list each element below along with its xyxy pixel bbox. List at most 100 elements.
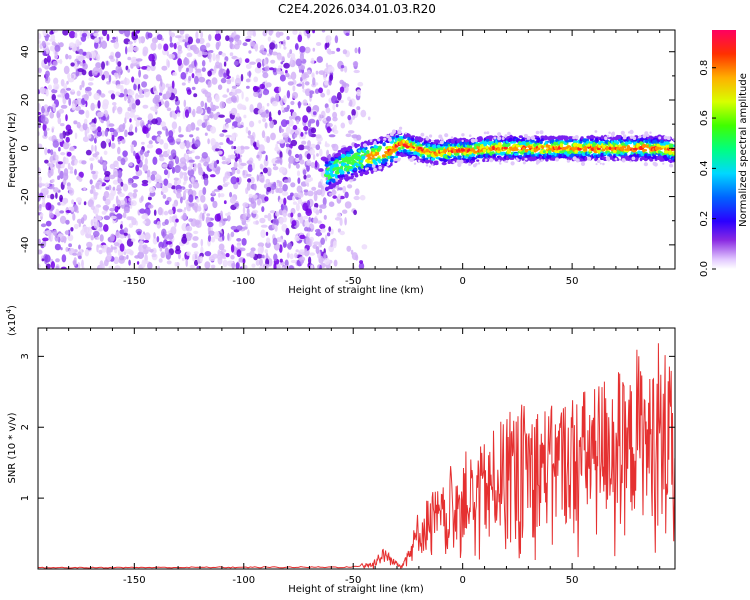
noise-point [230,176,238,185]
noise-point [285,126,291,134]
noise-point [103,215,111,221]
noise-point [103,150,108,156]
noise-point [278,86,282,93]
noise-point [92,66,100,75]
noise-point [203,161,209,167]
ridge-point [673,155,675,160]
noise-point [146,143,154,149]
noise-point [198,76,206,83]
noise-point [299,215,304,224]
ridge-point [430,157,436,161]
halo-point [539,130,544,135]
noise-point [291,91,299,99]
snr-scale-label: (x104) [5,305,18,336]
noise-point [339,86,345,93]
ridge-point [668,150,673,155]
noise-point [256,62,262,69]
noise-point [308,216,312,223]
halo-point [620,130,625,135]
noise-point [168,209,174,215]
noise-point [138,69,142,78]
noise-point [252,220,260,225]
noise-point [292,85,296,92]
noise-point [170,32,176,38]
noise-point [38,167,41,176]
colorbar-label: Normalized spectral amplitude [738,73,749,227]
noise-point [93,230,100,238]
noise-point [185,140,190,149]
noise-point [259,83,266,90]
noise-point [160,252,165,258]
noise-point [260,111,267,118]
halo-point [468,134,472,137]
noise-point [344,65,348,73]
halo-point [457,162,462,167]
noise-point [162,194,167,199]
ridge-point [511,140,517,144]
noise-point [282,184,288,192]
halo-point [362,143,368,148]
noise-point [288,162,291,169]
noise-point [160,78,163,87]
noise-point [315,144,321,151]
noise-point [210,196,215,202]
noise-point [324,143,330,148]
noise-point [47,84,53,91]
noise-point [219,142,224,146]
noise-point [96,54,101,62]
noise-point [323,214,327,220]
noise-point [296,170,301,177]
noise-point [290,100,295,106]
noise-point [100,156,103,163]
noise-point [133,78,141,85]
noise-point [247,178,252,183]
noise-point [64,131,71,136]
ridge-point [480,152,485,155]
noise-point [90,185,95,190]
noise-point [128,197,132,202]
halo-point [438,134,443,139]
noise-point [349,99,353,107]
noise-point [95,62,102,69]
noise-point [74,159,78,166]
noise-point [219,101,226,109]
noise-point [297,192,304,198]
noise-point [312,77,316,86]
noise-point [242,42,248,47]
noise-point [192,181,200,189]
noise-point [325,107,331,114]
ridge-point [355,144,360,147]
ridge-point [543,137,548,141]
noise-point [68,97,72,106]
noise-point [343,110,346,116]
ridge-point [654,146,660,151]
ridge-point [330,157,335,162]
noise-point [354,47,358,54]
noise-point [312,30,315,34]
halo-point [646,133,650,137]
noise-point [135,164,140,172]
noise-point [331,95,338,104]
noise-point [124,117,127,124]
noise-point [99,262,105,269]
noise-point [77,68,84,73]
noise-point [264,196,269,202]
noise-point [295,249,299,253]
noise-point [207,80,212,88]
noise-point [168,53,176,59]
noise-point [129,44,134,53]
noise-point [280,61,284,65]
noise-point [236,225,243,231]
noise-point [193,163,197,170]
noise-point [38,249,43,255]
ridge-point [469,145,473,149]
noise-point [97,100,101,109]
noise-point [192,253,196,262]
noise-point [134,255,140,259]
noise-point [220,77,227,84]
noise-point [295,158,299,162]
noise-point [287,242,293,250]
noise-point [306,164,310,172]
noise-point [245,38,252,42]
noise-point [249,250,255,258]
